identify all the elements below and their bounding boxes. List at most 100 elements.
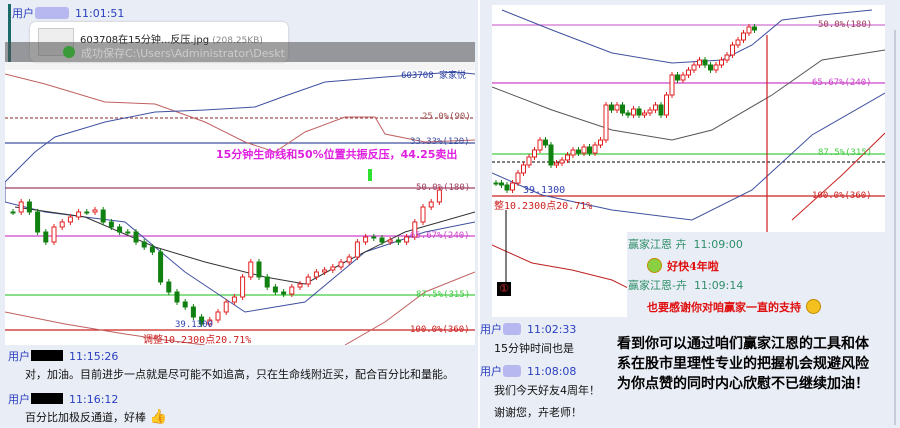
stock-chart-image-left[interactable] (5, 62, 475, 345)
candle (256, 261, 262, 278)
candle (680, 74, 686, 81)
candle (240, 276, 246, 298)
candle (108, 221, 114, 228)
candle (559, 159, 565, 164)
candle (371, 236, 377, 239)
username[interactable]: 用户 (8, 393, 30, 406)
level-label: 50.0%(180) (416, 183, 471, 193)
message-text: 对，加油。目前进步一点就是尽可能不如追高，只在生命线附近买，配合百分比和量能。 (25, 368, 454, 381)
message-header: 赢家江恩-卉 11:09:14 (628, 277, 743, 293)
scrollbar[interactable] (894, 30, 896, 425)
candle (587, 146, 592, 154)
candle (428, 201, 434, 208)
candle (330, 266, 336, 271)
redacted-username (503, 365, 521, 377)
username[interactable]: 赢家江恩 卉 (628, 238, 687, 251)
redacted-username (31, 393, 63, 404)
candle (387, 239, 393, 243)
candle (724, 54, 730, 61)
middle-band (492, 49, 885, 141)
message-text: 我们今天好友4周年！ (494, 384, 600, 397)
candle (603, 104, 609, 141)
username[interactable]: 用户 (480, 323, 502, 336)
low-price-label: 39.1300 (175, 320, 213, 330)
candle (642, 112, 647, 116)
candle (379, 237, 385, 243)
candle (35, 211, 41, 233)
redacted-username (35, 7, 69, 19)
candle (691, 64, 697, 71)
big-note: 看到你可以通过咱们赢家江恩的工具和体 系在股市里理性专业的把握机会规避风险 为你… (617, 334, 889, 394)
ma-line (5, 311, 206, 345)
ma-line-2 (344, 271, 475, 345)
candle (215, 311, 221, 321)
candle (537, 139, 543, 151)
candle (741, 32, 746, 41)
candle (100, 209, 106, 223)
message-time: 11:08:08 (527, 365, 577, 378)
candle (746, 26, 752, 34)
message-time: 11:09:00 (693, 238, 743, 251)
file-name[interactable]: 603708在15分钟...反压.jpg (80, 35, 210, 46)
candle (199, 316, 205, 325)
candle (570, 149, 576, 156)
check-icon (63, 46, 75, 58)
candle (125, 231, 131, 234)
candle (730, 44, 735, 56)
candle (338, 261, 344, 268)
username[interactable]: 赢家江恩-卉 (628, 279, 687, 292)
candle (620, 104, 625, 114)
candle (510, 182, 515, 191)
level-label: 50.0%(180) (818, 20, 873, 30)
ma-line-2 (492, 244, 643, 296)
candle (752, 26, 757, 31)
candle (133, 231, 139, 243)
candle (10, 211, 16, 214)
thumbs-up-icon: 👍 (149, 409, 167, 425)
bollinger-upper-2 (5, 71, 475, 202)
level-label: 100.0%(360) (812, 191, 872, 201)
candle (548, 144, 554, 166)
username[interactable]: 用户 (480, 365, 502, 378)
note-line: 系在股市里理性专业的把握机会规避风险 (617, 356, 869, 372)
message-header: 用户 11:02:33 (480, 321, 576, 337)
candle (735, 39, 741, 46)
candle (59, 221, 65, 228)
message-header: 用户 11:16:12 (8, 391, 118, 407)
candle (614, 104, 620, 111)
candle (84, 211, 90, 214)
message-header: 用户 11:15:26 (8, 348, 118, 364)
candle (598, 139, 603, 146)
candle (686, 69, 691, 76)
adjust-label: 调整10.2300点20.71% (143, 335, 252, 346)
candle (281, 291, 287, 295)
candle (231, 296, 237, 303)
candle (543, 139, 548, 146)
candle (708, 64, 713, 71)
chart-annotation: 15分钟生命线和50%位置共振反压，44.25卖出 (216, 148, 458, 161)
candle (420, 206, 426, 223)
candle (149, 246, 155, 253)
candle (363, 236, 369, 243)
candle (141, 241, 147, 248)
message-time: 11:16:12 (69, 393, 119, 406)
candle (51, 226, 57, 243)
candle (346, 256, 352, 263)
candle (653, 104, 658, 111)
candle (521, 164, 526, 174)
candle (272, 286, 278, 293)
message-text: 好快4年啦 (647, 255, 877, 274)
candle (174, 291, 180, 303)
message-text: 谢谢您，卉老师！ (494, 406, 582, 419)
message-text: 也要感谢你对咱赢家一直的支持 (647, 296, 885, 315)
message-header: 赢家江恩 卉 11:09:00 (628, 236, 743, 252)
candle (554, 162, 559, 166)
username[interactable]: 用户 (8, 350, 30, 363)
level-label: 65.67%(240) (410, 231, 470, 241)
username[interactable]: 用户 (12, 7, 34, 20)
message-text: 百分比加极反通道，好棒 👍 (25, 409, 167, 425)
message-time: 11:02:33 (527, 323, 577, 336)
level-label: 33.33%(120) (410, 137, 470, 147)
candle (499, 182, 504, 186)
redacted-username (31, 350, 63, 361)
